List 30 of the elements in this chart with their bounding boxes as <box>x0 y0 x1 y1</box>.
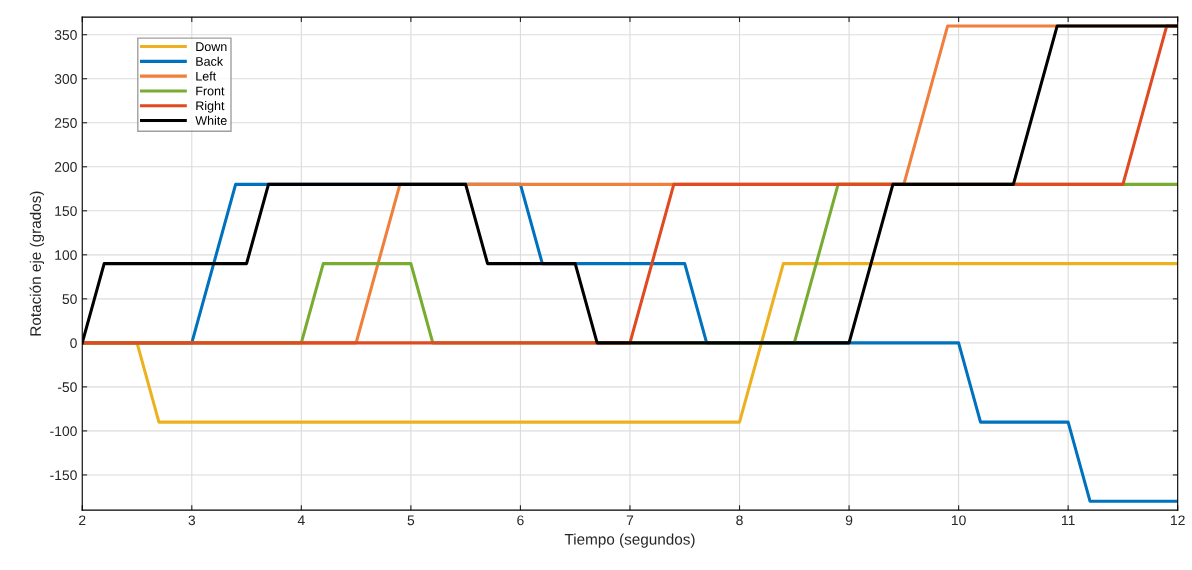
y-tick-label: -150 <box>50 470 77 481</box>
y-tick-label: 50 <box>62 294 77 305</box>
y-tick-label: -50 <box>57 382 77 393</box>
x-tick-label: 4 <box>297 515 305 526</box>
legend-label: Down <box>196 42 227 52</box>
x-tick-label: 12 <box>1171 515 1185 526</box>
y-tick-label: 200 <box>54 162 77 172</box>
x-tick-label: 2 <box>79 515 86 526</box>
y-tick-label: 150 <box>55 206 77 216</box>
x-tick-label: 9 <box>845 515 853 526</box>
x-tick-label: 11 <box>1062 515 1075 526</box>
legend-label: Front <box>196 86 225 96</box>
x-tick-label: 8 <box>736 515 743 526</box>
legend-label: Left <box>196 71 217 81</box>
legend-label: Right <box>196 101 225 113</box>
y-tick-label: 250 <box>54 118 77 128</box>
x-tick-label: 3 <box>188 515 196 526</box>
y-tick-label: 300 <box>54 74 77 84</box>
y-axis-title: Rotación eje (grados) <box>29 191 45 336</box>
x-tick-label: 6 <box>517 515 524 526</box>
y-tick-label: 100 <box>55 250 77 260</box>
x-tick-label: 7 <box>626 515 634 526</box>
x-tick-label: 5 <box>407 515 415 526</box>
x-axis-title: Tiempo (segundos) <box>564 533 695 548</box>
y-tick-label: -100 <box>50 426 77 437</box>
x-tick-label: 10 <box>951 515 966 526</box>
y-tick-label: 0 <box>70 338 77 349</box>
legend-label: Back <box>196 56 224 66</box>
y-tick-label: 350 <box>54 30 77 40</box>
legend-label: White <box>195 115 227 125</box>
